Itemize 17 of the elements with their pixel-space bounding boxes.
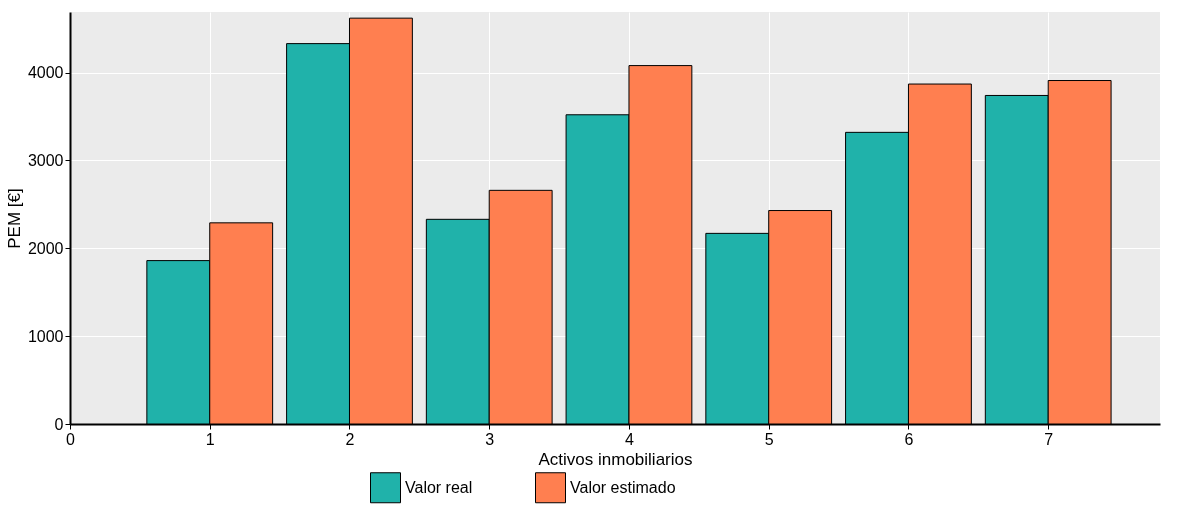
legend-label: Valor estimado	[570, 478, 676, 496]
x-tick-label: 7	[1044, 430, 1054, 448]
y-tick-label: 2000	[27, 239, 64, 257]
y-axis-title: PEM [€]	[4, 188, 24, 249]
x-axis-title: Activos inmobiliarios	[538, 449, 693, 469]
x-tick-label: 2	[345, 430, 355, 448]
x-tick-label: 0	[66, 430, 76, 448]
x-tick-label: 4	[625, 430, 635, 448]
y-tick-label: 1000	[27, 327, 64, 345]
x-tick-label: 6	[904, 430, 914, 448]
y-tick-label: 0	[54, 415, 64, 433]
x-tick-label: 3	[485, 430, 495, 448]
y-tick-label: 4000	[27, 64, 64, 82]
x-tick-label: 5	[764, 430, 774, 448]
legend-label: Valor real	[405, 478, 473, 496]
x-tick-label: 1	[205, 430, 215, 448]
y-tick-label: 3000	[27, 151, 64, 169]
